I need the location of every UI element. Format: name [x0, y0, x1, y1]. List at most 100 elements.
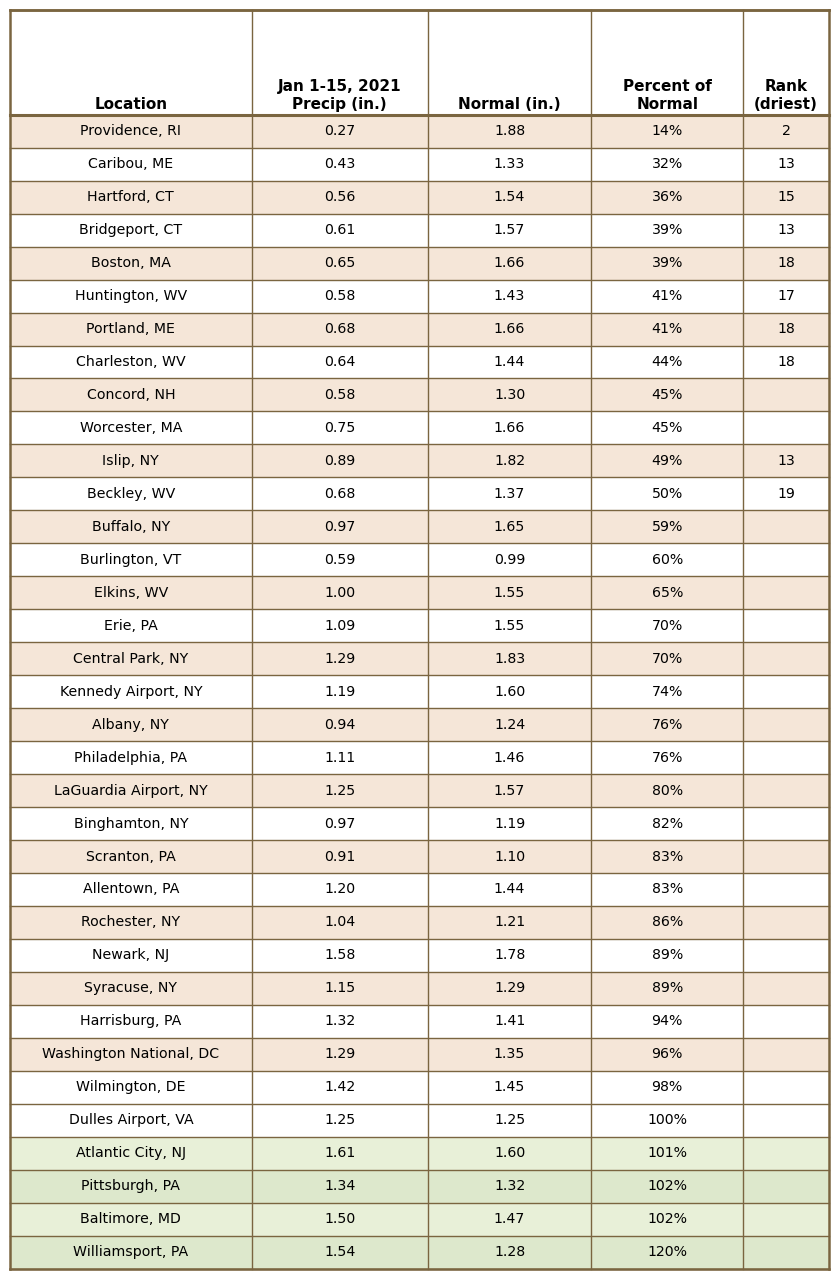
Text: Baltimore, MD: Baltimore, MD	[81, 1213, 181, 1227]
Text: 39%: 39%	[652, 256, 683, 270]
Bar	[10, 379, 829, 412]
Bar	[10, 774, 829, 807]
Text: Williamsport, PA: Williamsport, PA	[73, 1246, 189, 1260]
Text: 14%: 14%	[652, 124, 683, 138]
Text: Albany, NY: Albany, NY	[92, 718, 169, 732]
Text: 1.20: 1.20	[324, 882, 355, 896]
Text: Burlington, VT: Burlington, VT	[81, 553, 181, 567]
Text: 13: 13	[777, 157, 795, 171]
Text: 102%: 102%	[647, 1179, 687, 1193]
Text: 82%: 82%	[652, 816, 683, 830]
Text: 98%: 98%	[652, 1080, 683, 1094]
Text: 1.58: 1.58	[324, 949, 355, 963]
Text: 1.57: 1.57	[494, 784, 525, 798]
Bar	[10, 1137, 829, 1169]
Text: Boston, MA: Boston, MA	[91, 256, 171, 270]
Text: 45%: 45%	[652, 421, 683, 435]
Text: Scranton, PA: Scranton, PA	[86, 849, 175, 863]
Text: 0.68: 0.68	[324, 323, 355, 337]
Text: 1.19: 1.19	[494, 816, 525, 830]
Text: Dulles Airport, VA: Dulles Airport, VA	[69, 1113, 193, 1127]
Text: 1.46: 1.46	[494, 751, 525, 765]
Text: LaGuardia Airport, NY: LaGuardia Airport, NY	[54, 784, 208, 798]
Bar	[10, 1202, 829, 1235]
Bar	[10, 873, 829, 907]
Text: Philadelphia, PA: Philadelphia, PA	[75, 751, 187, 765]
Text: 96%: 96%	[652, 1047, 683, 1061]
Text: 18: 18	[777, 256, 795, 270]
Text: Portland, ME: Portland, ME	[86, 323, 175, 337]
Text: 2: 2	[781, 124, 790, 138]
Text: 120%: 120%	[647, 1246, 687, 1260]
Text: 36%: 36%	[652, 190, 683, 204]
Text: Kennedy Airport, NY: Kennedy Airport, NY	[60, 685, 202, 699]
Text: 1.10: 1.10	[494, 849, 525, 863]
Text: 70%: 70%	[652, 652, 683, 666]
Text: 1.55: 1.55	[494, 585, 525, 599]
Text: 0.97: 0.97	[324, 520, 356, 534]
Text: Caribou, ME: Caribou, ME	[88, 157, 174, 171]
Bar	[10, 643, 829, 676]
Bar	[10, 1169, 829, 1202]
Text: Elkins, WV: Elkins, WV	[94, 585, 168, 599]
Text: 0.91: 0.91	[324, 849, 355, 863]
Text: 0.97: 0.97	[324, 816, 356, 830]
Text: 49%: 49%	[652, 454, 683, 468]
Bar	[10, 1235, 829, 1269]
Text: 18: 18	[777, 354, 795, 368]
Text: 70%: 70%	[652, 618, 683, 632]
Text: 89%: 89%	[652, 982, 683, 996]
Text: 74%: 74%	[652, 685, 683, 699]
Bar	[10, 115, 829, 148]
Text: Huntington, WV: Huntington, WV	[75, 289, 187, 303]
Bar	[10, 10, 829, 115]
Text: 1.21: 1.21	[494, 915, 525, 929]
Text: 0.58: 0.58	[324, 289, 355, 303]
Text: 1.29: 1.29	[324, 652, 355, 666]
Text: 1.32: 1.32	[324, 1015, 355, 1029]
Text: 1.11: 1.11	[324, 751, 355, 765]
Text: 1.35: 1.35	[494, 1047, 525, 1061]
Text: Washington National, DC: Washington National, DC	[42, 1047, 220, 1061]
Text: 0.59: 0.59	[324, 553, 356, 567]
Bar	[10, 576, 829, 609]
Bar	[10, 477, 829, 510]
Text: Wilmington, DE: Wilmington, DE	[76, 1080, 185, 1094]
Bar	[10, 279, 829, 312]
Bar	[10, 1071, 829, 1104]
Text: 0.99: 0.99	[494, 553, 525, 567]
Text: 100%: 100%	[647, 1113, 687, 1127]
Text: 39%: 39%	[652, 223, 683, 237]
Text: 1.37: 1.37	[494, 487, 525, 501]
Bar	[10, 510, 829, 543]
Text: 1.61: 1.61	[324, 1146, 355, 1160]
Bar	[10, 708, 829, 741]
Text: 86%: 86%	[652, 915, 683, 929]
Text: 0.58: 0.58	[324, 388, 355, 402]
Bar	[10, 609, 829, 643]
Text: 45%: 45%	[652, 388, 683, 402]
Bar	[10, 214, 829, 246]
Text: 15: 15	[777, 190, 795, 204]
Text: Erie, PA: Erie, PA	[104, 618, 158, 632]
Text: 1.42: 1.42	[324, 1080, 355, 1094]
Text: 41%: 41%	[652, 289, 683, 303]
Text: 19: 19	[777, 487, 795, 501]
Text: 1.15: 1.15	[324, 982, 355, 996]
Text: Concord, NH: Concord, NH	[86, 388, 175, 402]
Text: Pittsburgh, PA: Pittsburgh, PA	[81, 1179, 180, 1193]
Text: 0.89: 0.89	[324, 454, 355, 468]
Text: 60%: 60%	[652, 553, 683, 567]
Text: 80%: 80%	[652, 784, 683, 798]
Text: 17: 17	[777, 289, 795, 303]
Text: 1.29: 1.29	[494, 982, 525, 996]
Text: Buffalo, NY: Buffalo, NY	[91, 520, 170, 534]
Text: 1.25: 1.25	[494, 1113, 525, 1127]
Text: Location: Location	[94, 97, 168, 112]
Text: 0.64: 0.64	[324, 354, 356, 368]
Bar	[10, 412, 829, 445]
Text: 1.34: 1.34	[324, 1179, 356, 1193]
Text: 1.24: 1.24	[494, 718, 525, 732]
Text: 1.50: 1.50	[324, 1213, 355, 1227]
Text: Hartford, CT: Hartford, CT	[87, 190, 175, 204]
